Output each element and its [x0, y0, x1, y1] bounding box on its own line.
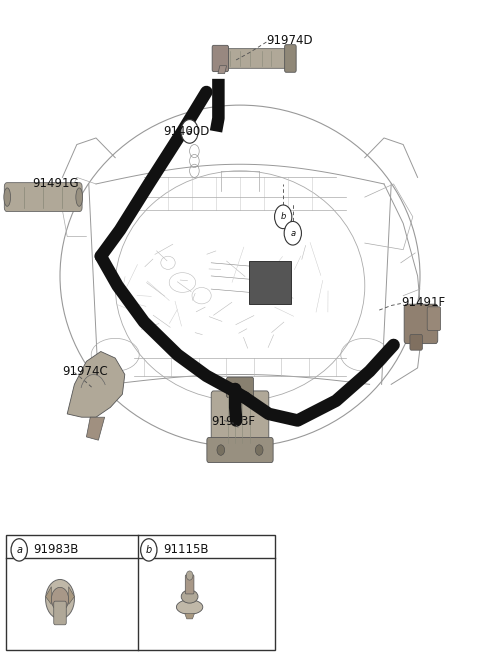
Text: b: b — [145, 545, 152, 555]
FancyBboxPatch shape — [211, 391, 269, 447]
Text: a: a — [187, 127, 192, 136]
FancyBboxPatch shape — [185, 575, 194, 594]
FancyBboxPatch shape — [216, 49, 290, 68]
FancyBboxPatch shape — [285, 45, 296, 72]
FancyBboxPatch shape — [6, 535, 275, 650]
FancyBboxPatch shape — [212, 45, 228, 72]
Polygon shape — [46, 587, 51, 604]
Circle shape — [141, 539, 157, 561]
Ellipse shape — [4, 188, 11, 206]
Text: 91491G: 91491G — [33, 177, 79, 191]
Polygon shape — [86, 417, 105, 440]
Circle shape — [275, 205, 292, 229]
Text: 91983B: 91983B — [34, 543, 79, 556]
Text: a: a — [16, 545, 22, 555]
Ellipse shape — [76, 188, 83, 206]
Text: 91115B: 91115B — [163, 543, 209, 556]
Text: 91974C: 91974C — [62, 365, 108, 378]
Circle shape — [255, 445, 263, 455]
FancyBboxPatch shape — [4, 183, 82, 212]
FancyBboxPatch shape — [249, 261, 291, 304]
Circle shape — [284, 221, 301, 245]
Text: 91491F: 91491F — [401, 296, 445, 309]
Circle shape — [181, 120, 198, 143]
Ellipse shape — [177, 600, 203, 614]
Polygon shape — [67, 351, 125, 417]
FancyBboxPatch shape — [410, 334, 422, 350]
Circle shape — [51, 587, 69, 611]
FancyBboxPatch shape — [207, 438, 273, 463]
Polygon shape — [185, 614, 194, 619]
Ellipse shape — [181, 590, 198, 603]
FancyBboxPatch shape — [54, 601, 66, 625]
Text: 91974D: 91974D — [266, 34, 313, 47]
Circle shape — [46, 579, 74, 619]
Circle shape — [217, 445, 225, 455]
Text: 91973F: 91973F — [211, 415, 255, 428]
Text: 91400D: 91400D — [163, 125, 210, 138]
FancyBboxPatch shape — [427, 307, 441, 330]
FancyBboxPatch shape — [227, 377, 253, 397]
FancyBboxPatch shape — [404, 304, 438, 344]
Circle shape — [11, 539, 27, 561]
Text: b: b — [280, 212, 286, 221]
Polygon shape — [218, 66, 227, 74]
Text: a: a — [290, 229, 295, 238]
Polygon shape — [69, 587, 74, 604]
Circle shape — [186, 571, 193, 580]
